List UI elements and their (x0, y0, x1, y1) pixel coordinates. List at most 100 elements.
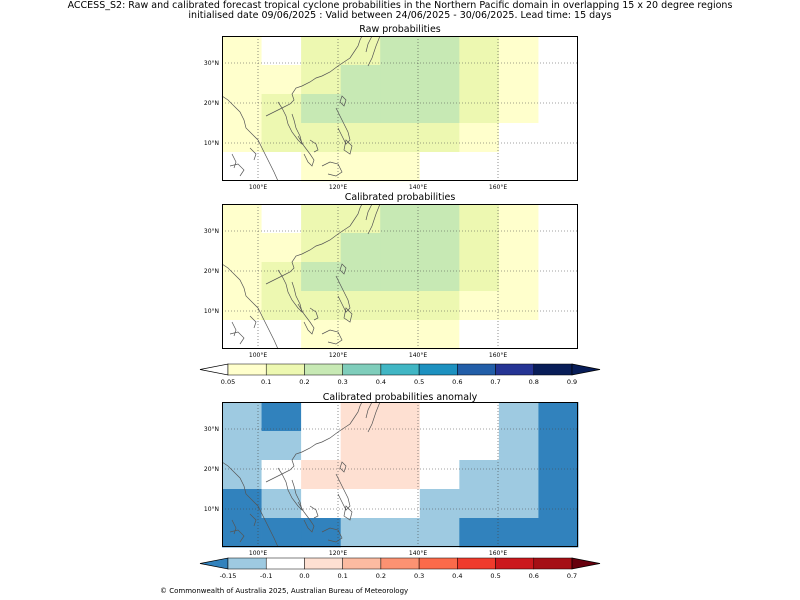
coastline-path (231, 519, 237, 535)
colorbar-swatch (265, 363, 305, 376)
map-cell (340, 518, 381, 548)
lat-tick-label: 20°N (204, 466, 219, 473)
coastline-path (365, 401, 373, 419)
map-cell (419, 65, 460, 95)
map-cell (340, 262, 381, 292)
coastline-path (343, 505, 353, 521)
coastline-path (339, 461, 347, 473)
map-cell (301, 123, 342, 153)
map-cell (419, 402, 460, 432)
panel-title-anomaly: Calibrated probabilities anomaly (322, 392, 478, 403)
copyright-footer: © Commonwealth of Australia 2025, Austra… (160, 587, 409, 595)
map-cell (380, 518, 421, 548)
colorbar-tick-label: -0.1 (260, 572, 273, 580)
coastline (221, 401, 381, 548)
coastline-path (249, 513, 257, 527)
map-cell (538, 36, 579, 66)
lat-tick-label: 30°N (204, 60, 219, 67)
coastline-path (229, 331, 245, 345)
map-cell (380, 320, 421, 350)
coastline-path (343, 307, 353, 323)
colorbar-tick-label: 0.4 (376, 378, 386, 386)
map-cell (222, 402, 262, 432)
map-cell (538, 320, 579, 350)
lon-tick-label: 100°E (249, 184, 267, 191)
coastline-path (265, 401, 363, 483)
colorbar-probabilities: 0.05 0.1 0.2 0.3 0.4 0.5 0.6 0.7 0.8 0.9 (199, 363, 601, 386)
map-cell (459, 94, 500, 124)
map-cell (380, 262, 421, 292)
map-cell (419, 291, 460, 321)
map-cell (459, 460, 500, 490)
colorbar-tick-label: -0.15 (220, 572, 237, 580)
lon-tick-label: 160°E (489, 550, 507, 557)
map-cell (301, 402, 342, 432)
map-cell (301, 262, 342, 292)
lat-tick-label: 10°N (204, 308, 219, 315)
colorbar-swatch (265, 557, 305, 570)
coastline-path (309, 307, 319, 321)
map-cell (301, 204, 342, 234)
map-cell (498, 320, 539, 350)
map-cell (419, 262, 460, 292)
map-cell (340, 123, 381, 153)
coastline-path (309, 139, 319, 153)
map-cell (498, 460, 539, 490)
map-cell (261, 518, 302, 548)
map-cell (459, 152, 500, 182)
map-cell (261, 262, 302, 292)
coastline-path (265, 35, 363, 117)
map-cells (222, 402, 579, 548)
map-cell (380, 204, 421, 234)
map-cell (222, 233, 262, 263)
map-cell (222, 152, 262, 182)
colorbar-tick-label: 0.7 (490, 378, 500, 386)
colorbar-over-arrow (571, 363, 601, 376)
colorbar-tick-label: 0.3 (414, 572, 424, 580)
map-cell (380, 402, 421, 432)
colorbar-swatch (380, 363, 420, 376)
colorbar-tick-label: 0.6 (452, 378, 462, 386)
map-cell (301, 36, 342, 66)
map-cell (459, 518, 500, 548)
map-cell (340, 460, 381, 490)
map-cell (538, 431, 579, 461)
coastline-path (229, 529, 245, 543)
colorbar-swatch (418, 557, 458, 570)
map-cell (459, 431, 500, 461)
coastline-path (365, 203, 373, 221)
map-cell (498, 152, 539, 182)
map-cell (419, 489, 460, 519)
map-cell (459, 402, 500, 432)
map-cell (261, 460, 302, 490)
coastline-path (367, 35, 381, 67)
lon-tick-label: 160°E (489, 184, 507, 191)
map-calibrated-probabilities: 100°E 120°E 140°E 160°E 30°N 20°N 10°N (204, 203, 579, 359)
map-cells (222, 204, 579, 350)
coastline-path (321, 161, 343, 177)
map-cell (498, 291, 539, 321)
lon-tick-label: 140°E (409, 184, 427, 191)
colorbar-tick-label: 0.2 (299, 378, 309, 386)
coastline-path (321, 527, 343, 543)
lat-tick-label: 20°N (204, 100, 219, 107)
coastline-path (231, 321, 237, 337)
coastline-path (367, 203, 381, 235)
panel-title-raw: Raw probabilities (359, 24, 441, 35)
map-cell (380, 94, 421, 124)
map-cell (419, 152, 460, 182)
lon-tick-label: 120°E (329, 184, 347, 191)
colorbar-anomaly: -0.15 -0.1 0.0 0.1 0.2 0.3 0.4 0.5 0.6 0.7 (199, 557, 601, 580)
coastline-path (277, 269, 303, 314)
lat-tick-label: 10°N (204, 506, 219, 513)
map-cell (419, 460, 460, 490)
map-frame (222, 36, 578, 181)
map-cell (261, 489, 302, 519)
colorbar-over-arrow (571, 557, 601, 570)
colorbar-tick-label: 0.0 (299, 572, 309, 580)
map-cell (340, 36, 381, 66)
coastline-path (339, 263, 347, 275)
map-cell (340, 320, 381, 350)
map-cell (301, 291, 342, 321)
coastline-path (249, 147, 257, 161)
